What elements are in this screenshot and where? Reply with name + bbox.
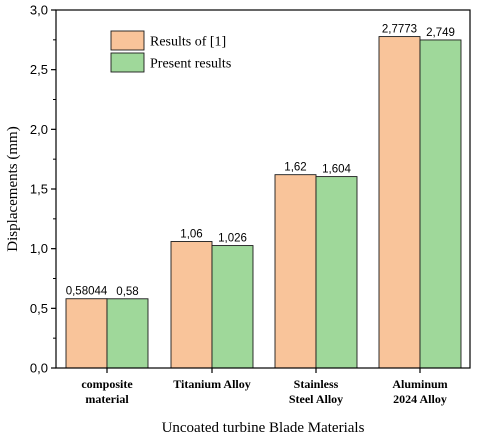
x-tick-label: Titanium Alloy — [173, 377, 250, 391]
x-tick-label: Stainless — [294, 377, 339, 391]
x-tick-label: Aluminum — [392, 377, 447, 391]
y-tick-label: 0,5 — [30, 301, 48, 316]
y-tick-label: 2,5 — [30, 62, 48, 77]
bar-value-label: 2,7773 — [382, 24, 417, 36]
legend-label: Present results — [150, 57, 231, 72]
bar-present-0 — [106, 298, 149, 369]
y-axis-ticks: 0,0 0,5 1,0 1,5 2,0 2,5 3,0 — [30, 3, 56, 376]
bar-value-label: 1,62 — [284, 162, 306, 174]
legend: Results of [1] Present results — [110, 30, 231, 73]
y-tick-label: 1,0 — [30, 241, 48, 256]
bar-value-label: 2,749 — [426, 27, 455, 39]
y-tick-label: 1,5 — [30, 182, 48, 197]
legend-swatch — [110, 52, 145, 73]
value-labels-layer: 0,58044 1,06 1,62 2,7773 0,58 1,026 1,604 2,749 — [66, 24, 455, 298]
x-tick-label: Steel Alloy — [289, 392, 343, 406]
x-tick-label: material — [85, 392, 129, 406]
bar-present-3 — [419, 39, 462, 369]
y-tick-label: 0,0 — [30, 361, 48, 376]
legend-label: Results of [1] — [150, 35, 226, 50]
y-axis-title: Displacements (mm) — [5, 126, 21, 251]
bar-value-label: 1,06 — [180, 229, 202, 241]
bars-layer — [65, 36, 462, 369]
bar-present-2 — [315, 176, 358, 369]
bar-present-1 — [211, 245, 254, 369]
bar-reference-3 — [378, 36, 421, 369]
bar-reference-1 — [170, 241, 213, 369]
y-tick-label: 2,0 — [30, 122, 48, 137]
bar-value-label: 0,58 — [116, 286, 138, 298]
bar-value-label: 1,604 — [322, 164, 351, 176]
bar-reference-2 — [274, 174, 317, 369]
x-tick-label: composite — [81, 377, 133, 391]
bar-value-label: 0,58044 — [66, 286, 108, 298]
legend-swatch — [110, 30, 145, 51]
bar-value-label: 1,026 — [218, 233, 247, 245]
bar-reference-0 — [65, 298, 108, 369]
x-tick-label: 2024 Alloy — [393, 392, 447, 406]
x-axis-title: Uncoated turbine Blade Materials — [162, 420, 365, 436]
y-tick-label: 3,0 — [30, 3, 48, 18]
